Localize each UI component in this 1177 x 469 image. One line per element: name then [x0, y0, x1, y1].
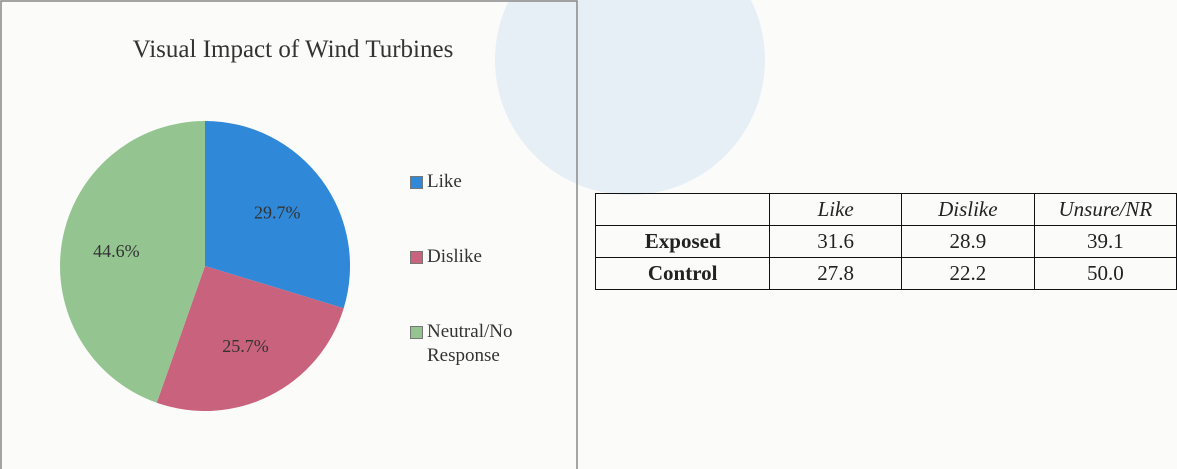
- slice-label: 29.7%: [254, 202, 301, 222]
- legend-item: Dislike: [410, 245, 550, 320]
- table-cell: 22.2: [900, 257, 1035, 290]
- table-cell: 50.0: [1033, 257, 1177, 290]
- chart-title: Visual Impact of Wind Turbines: [133, 36, 454, 63]
- legend-label: Neutral/No Response: [427, 321, 513, 366]
- column-header: Like: [769, 193, 902, 226]
- legend-swatch: [410, 176, 423, 189]
- table-cell: 28.9: [900, 225, 1035, 258]
- pie-slice: [59, 120, 205, 403]
- legend: Like Dislike Neutral/No Response: [410, 170, 550, 395]
- table-cell: 27.8: [769, 257, 902, 290]
- data-table: Like Dislike Unsure/NR Exposed 31.6 28.9 39.1…: [594, 193, 1177, 290]
- table-cell: 31.6: [769, 225, 902, 258]
- slice-label: 25.7%: [222, 336, 269, 356]
- legend-item: Like: [410, 170, 550, 245]
- chart-frame: [0, 0, 578, 469]
- table-row: Exposed 31.6 28.9 39.1: [594, 225, 1177, 258]
- row-header: Exposed: [594, 225, 771, 258]
- legend-label: Dislike: [427, 246, 482, 267]
- row-header: Control: [594, 257, 771, 290]
- corner-cell: [594, 193, 771, 226]
- legend-item: Neutral/No Response: [410, 320, 550, 395]
- legend-label: Like: [427, 171, 462, 192]
- column-header: Dislike: [900, 193, 1035, 226]
- background-watermark: [495, 0, 765, 195]
- pie-slice: [156, 266, 344, 412]
- slice-label: 44.6%: [93, 241, 140, 261]
- table-row: Control 27.8 22.2 50.0: [594, 257, 1177, 290]
- column-header: Unsure/NR: [1033, 193, 1177, 226]
- table-cell: 39.1: [1033, 225, 1177, 258]
- legend-swatch: [410, 251, 423, 264]
- pie-slice: [205, 121, 350, 309]
- legend-swatch: [410, 326, 423, 339]
